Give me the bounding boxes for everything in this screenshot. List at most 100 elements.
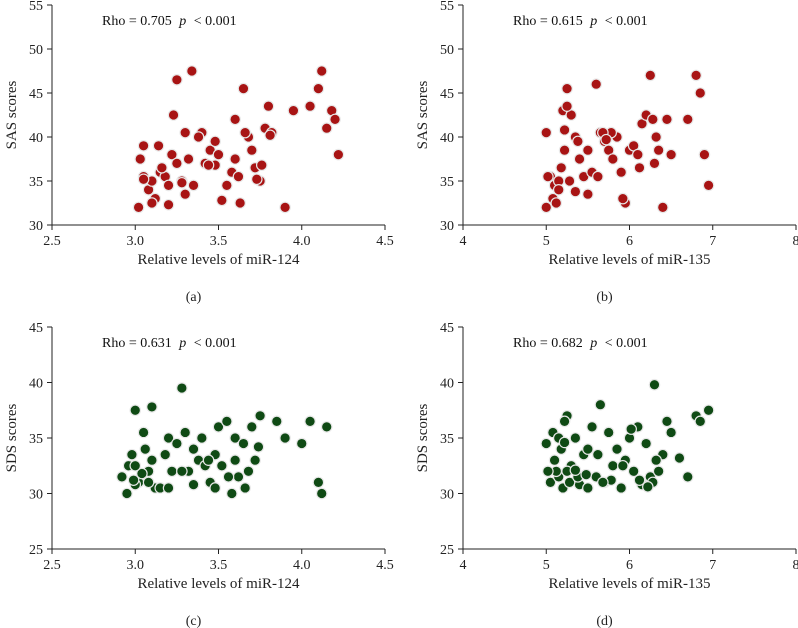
data-point (647, 113, 659, 126)
panel-c: 2.5 3.0 3.5 4.0 4.5 25 30 35 40 45 Rho = 0.631 p … (4, 321, 394, 628)
x-tick-label: 4 (460, 558, 467, 573)
data-point (137, 140, 150, 152)
data-point (234, 197, 246, 209)
data-point (640, 437, 652, 450)
panel-d-y-axis-title: SDS scores (415, 403, 431, 472)
y-tick-label: 30 (440, 488, 454, 503)
data-point (633, 474, 646, 486)
data-point (592, 448, 604, 461)
data-point (315, 487, 328, 500)
panel-d-axes (458, 326, 797, 554)
x-tick-label: 4 (460, 234, 467, 249)
data-point (650, 454, 662, 466)
data-point (167, 109, 180, 121)
data-point (249, 454, 261, 466)
data-point (580, 468, 593, 481)
y-tick-label: 40 (29, 377, 43, 392)
data-point (617, 459, 629, 472)
data-point (222, 471, 235, 483)
data-point (254, 409, 266, 422)
data-point (121, 487, 133, 500)
data-point (633, 162, 646, 174)
data-point (179, 426, 191, 439)
data-point (166, 465, 178, 478)
data-point (264, 129, 276, 142)
y-tick-label: 35 (29, 175, 43, 190)
data-point (681, 471, 694, 483)
data-point (279, 201, 291, 214)
data-point (146, 454, 158, 466)
data-point (563, 175, 576, 187)
data-point (212, 421, 225, 433)
data-point (602, 426, 615, 439)
data-point (632, 148, 644, 161)
data-point (590, 78, 602, 90)
data-point (179, 188, 191, 200)
data-point (132, 201, 145, 214)
data-point (611, 443, 623, 455)
data-point (540, 201, 553, 214)
panel-c-y-axis-title: SDS scores (4, 403, 20, 472)
data-point (320, 122, 333, 134)
data-point (250, 173, 263, 186)
data-point (617, 192, 629, 205)
y-tick-label: 35 (440, 175, 454, 190)
data-point (594, 398, 607, 411)
x-tick-label: 3.0 (127, 234, 145, 249)
panel-c-points (116, 382, 333, 500)
data-point (312, 82, 325, 95)
data-point (586, 421, 598, 433)
data-point (279, 432, 291, 444)
data-point (162, 482, 175, 494)
y-tick-label: 30 (440, 219, 454, 234)
x-tick-label: 4.5 (376, 558, 394, 573)
data-point (656, 201, 669, 214)
data-point (558, 436, 571, 449)
data-point (690, 69, 702, 82)
data-point (569, 464, 582, 476)
data-point (137, 426, 150, 439)
data-point (548, 454, 561, 466)
panel-c-label: (c) (186, 614, 202, 628)
data-point (652, 144, 665, 156)
data-point (255, 159, 268, 171)
panel-a-points (132, 65, 345, 214)
data-point (542, 465, 554, 478)
data-point (127, 474, 140, 486)
data-point (563, 476, 576, 489)
data-point (237, 82, 250, 95)
data-point (162, 179, 175, 192)
data-point (694, 87, 707, 99)
data-point (607, 153, 619, 165)
panel-b-rho-annotation: Rho = 0.615 p < 0.001 (513, 14, 648, 29)
data-point (561, 100, 573, 112)
x-tick-label: 5 (543, 558, 550, 573)
data-point (209, 482, 221, 494)
data-point (152, 140, 165, 152)
data-point (156, 162, 168, 174)
data-point (615, 482, 627, 494)
data-point (332, 148, 345, 161)
data-point (295, 437, 308, 450)
data-point (116, 471, 128, 483)
panel-c-axes (47, 326, 386, 554)
data-point (573, 153, 586, 165)
data-point (202, 159, 215, 171)
data-point (202, 454, 215, 466)
data-point (558, 415, 571, 428)
data-point (661, 415, 673, 428)
panel-a-x-axis-title: Relative levels of miR-124 (137, 252, 300, 268)
data-point (226, 487, 238, 500)
y-tick-label: 25 (440, 543, 454, 558)
data-point (237, 437, 250, 450)
data-point (698, 148, 711, 161)
x-tick-label: 6 (626, 558, 633, 573)
panel-a-rho-annotation: Rho = 0.705 p < 0.001 (102, 14, 237, 29)
data-point (312, 476, 325, 489)
y-tick-label: 55 (440, 0, 454, 14)
panel-b-label: (b) (596, 290, 613, 305)
